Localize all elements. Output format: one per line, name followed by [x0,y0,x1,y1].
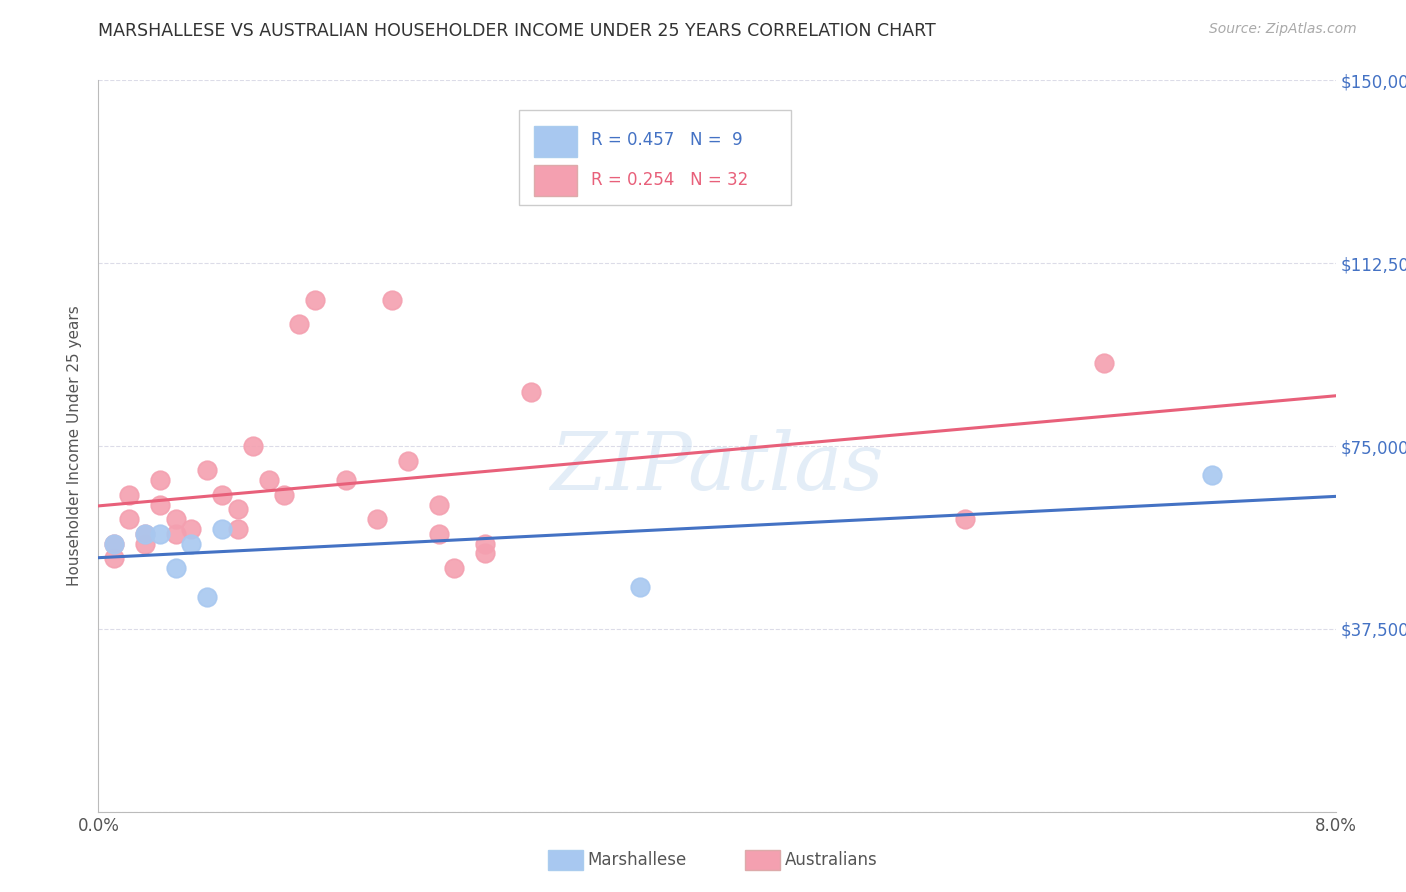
Text: Marshallese: Marshallese [588,851,688,869]
Point [474,536,496,550]
Point [366,512,388,526]
Point [1201,468,1223,483]
Point [242,439,264,453]
Text: ZIPatlas: ZIPatlas [550,429,884,507]
Text: R = 0.457   N =  9: R = 0.457 N = 9 [591,131,742,149]
Point [134,536,156,550]
Point [103,536,125,550]
Point [165,526,187,541]
Point [288,317,311,331]
Point [427,526,450,541]
Point [149,526,172,541]
Text: R = 0.254   N = 32: R = 0.254 N = 32 [591,171,748,189]
Point [474,546,496,560]
Point [165,512,187,526]
Point [381,293,404,307]
Point [257,473,280,487]
Point [226,522,249,536]
Point [134,526,156,541]
Point [427,498,450,512]
Point [165,561,187,575]
Point [180,536,202,550]
Bar [534,127,578,157]
Text: Australians: Australians [785,851,877,869]
Text: Source: ZipAtlas.com: Source: ZipAtlas.com [1209,22,1357,37]
Point [335,473,357,487]
Point [226,502,249,516]
Point [520,385,543,400]
Point [304,293,326,307]
Point [149,473,172,487]
Point [1092,356,1115,370]
Point [118,512,141,526]
Point [134,526,156,541]
Point [211,488,233,502]
Point [103,536,125,550]
Text: MARSHALLESE VS AUSTRALIAN HOUSEHOLDER INCOME UNDER 25 YEARS CORRELATION CHART: MARSHALLESE VS AUSTRALIAN HOUSEHOLDER IN… [98,22,936,40]
Point [211,522,233,536]
Y-axis label: Householder Income Under 25 years: Householder Income Under 25 years [67,306,83,586]
FancyBboxPatch shape [519,110,792,204]
Point [396,453,419,467]
Point [443,561,465,575]
Point [628,581,651,595]
Point [195,590,218,604]
Point [953,512,976,526]
Point [103,551,125,566]
Bar [534,165,578,196]
Point [195,463,218,477]
Point [118,488,141,502]
Point [180,522,202,536]
Point [149,498,172,512]
Point [273,488,295,502]
